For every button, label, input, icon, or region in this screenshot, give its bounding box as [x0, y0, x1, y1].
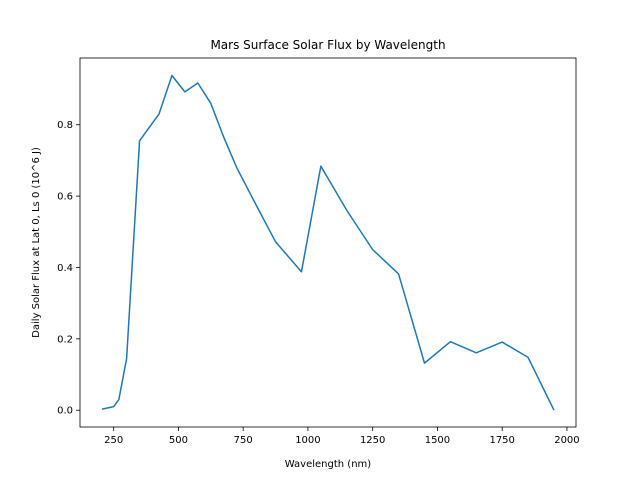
- y-axis: 0.0 0.2 0.4 0.6 0.8: [57, 120, 80, 417]
- y-tick-label-2: 0.4: [57, 263, 73, 274]
- x-tick-label-2000: 2000: [554, 435, 579, 446]
- x-axis: 250 500 750 1000 1250 1500 1750 2000: [104, 427, 580, 446]
- y-tick-label-0: 0.0: [57, 406, 73, 417]
- x-tick-label-1750: 1750: [489, 435, 514, 446]
- y-axis-label: Daily Solar Flux at Lat 0, Ls 0 (10^6 J): [31, 147, 42, 338]
- x-tick-label-250: 250: [104, 435, 123, 446]
- y-tick-label-4: 0.8: [57, 120, 73, 131]
- plot-frame: [79, 57, 577, 428]
- x-axis-label: Wavelength (nm): [285, 459, 371, 470]
- x-tick-label-1000: 1000: [295, 435, 320, 446]
- plot-line-group: [101, 74, 555, 411]
- x-tick-label-750: 750: [234, 435, 253, 446]
- y-tick-label-1: 0.2: [57, 334, 73, 345]
- x-tick-label-1250: 1250: [360, 435, 385, 446]
- chart-title: Mars Surface Solar Flux by Wavelength: [210, 38, 445, 52]
- series-line-0: [101, 74, 555, 411]
- y-tick-label-3: 0.6: [57, 192, 73, 203]
- x-tick-label-500: 500: [169, 435, 188, 446]
- x-tick-label-1500: 1500: [425, 435, 450, 446]
